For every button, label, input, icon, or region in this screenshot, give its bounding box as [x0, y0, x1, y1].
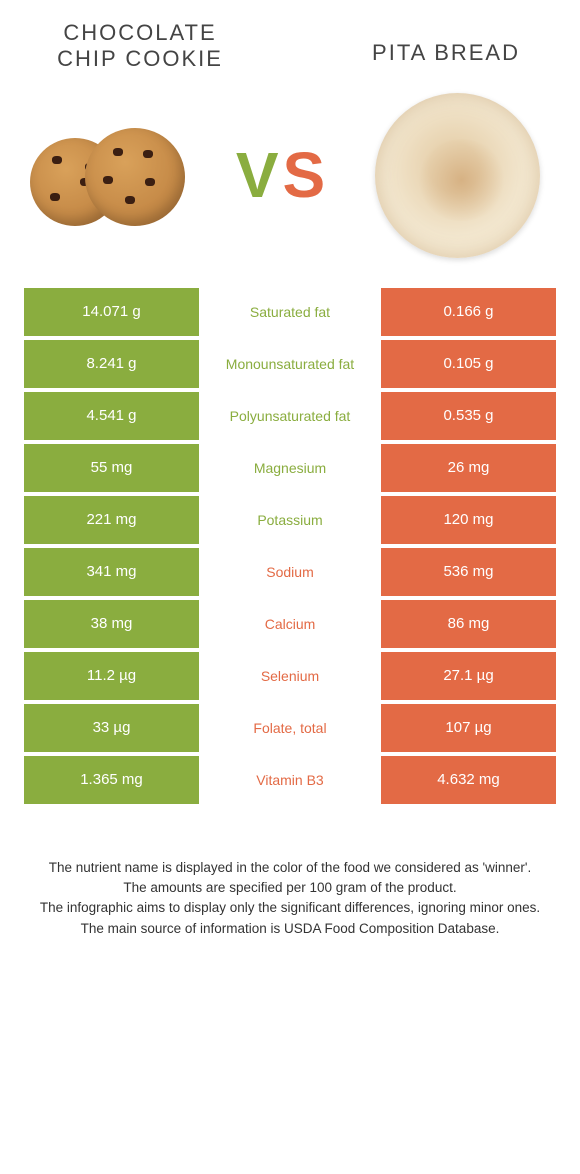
table-row: 38 mgCalcium86 mg: [24, 600, 556, 648]
footer-line: The amounts are specified per 100 gram o…: [30, 878, 550, 898]
table-row: 55 mgMagnesium26 mg: [24, 444, 556, 492]
footer-line: The nutrient name is displayed in the co…: [30, 858, 550, 878]
nutrient-label: Folate, total: [199, 704, 381, 752]
table-row: 1.365 mgVitamin B34.632 mg: [24, 756, 556, 804]
nutrient-label: Sodium: [199, 548, 381, 596]
table-row: 341 mgSodium536 mg: [24, 548, 556, 596]
right-value: 0.535 g: [381, 392, 556, 440]
footer-line: The main source of information is USDA F…: [30, 919, 550, 939]
left-value: 341 mg: [24, 548, 199, 596]
left-value: 8.241 g: [24, 340, 199, 388]
right-value: 0.166 g: [381, 288, 556, 336]
right-value: 4.632 mg: [381, 756, 556, 804]
comparison-table: 14.071 gSaturated fat0.166 g8.241 gMonou…: [0, 288, 580, 804]
left-value: 38 mg: [24, 600, 199, 648]
right-value: 86 mg: [381, 600, 556, 648]
header: CHOCOLATE CHIP COOKIE PITA BREAD: [0, 0, 580, 83]
vs-label: VS: [236, 138, 329, 212]
right-food-title: PITA BREAD: [372, 20, 520, 66]
vs-s: S: [283, 139, 330, 211]
footer-line: The infographic aims to display only the…: [30, 898, 550, 918]
right-value: 0.105 g: [381, 340, 556, 388]
table-row: 221 mgPotassium120 mg: [24, 496, 556, 544]
nutrient-label: Potassium: [199, 496, 381, 544]
table-row: 33 µgFolate, total107 µg: [24, 704, 556, 752]
cookie-image: [30, 120, 190, 230]
nutrient-label: Saturated fat: [199, 288, 381, 336]
nutrient-label: Vitamin B3: [199, 756, 381, 804]
left-value: 4.541 g: [24, 392, 199, 440]
right-value: 536 mg: [381, 548, 556, 596]
footer-notes: The nutrient name is displayed in the co…: [0, 808, 580, 939]
right-value: 26 mg: [381, 444, 556, 492]
nutrient-label: Monounsaturated fat: [199, 340, 381, 388]
left-value: 221 mg: [24, 496, 199, 544]
vs-v: V: [236, 139, 283, 211]
left-food-title: CHOCOLATE CHIP COOKIE: [40, 20, 240, 73]
nutrient-label: Magnesium: [199, 444, 381, 492]
nutrient-label: Selenium: [199, 652, 381, 700]
table-row: 4.541 gPolyunsaturated fat0.535 g: [24, 392, 556, 440]
table-row: 8.241 gMonounsaturated fat0.105 g: [24, 340, 556, 388]
left-value: 11.2 µg: [24, 652, 199, 700]
left-value: 55 mg: [24, 444, 199, 492]
nutrient-label: Polyunsaturated fat: [199, 392, 381, 440]
left-value: 33 µg: [24, 704, 199, 752]
left-value: 14.071 g: [24, 288, 199, 336]
table-row: 11.2 µgSelenium27.1 µg: [24, 652, 556, 700]
table-row: 14.071 gSaturated fat0.166 g: [24, 288, 556, 336]
right-value: 107 µg: [381, 704, 556, 752]
left-value: 1.365 mg: [24, 756, 199, 804]
image-row: VS: [0, 83, 580, 288]
right-value: 27.1 µg: [381, 652, 556, 700]
pita-image: [375, 93, 540, 258]
nutrient-label: Calcium: [199, 600, 381, 648]
right-value: 120 mg: [381, 496, 556, 544]
